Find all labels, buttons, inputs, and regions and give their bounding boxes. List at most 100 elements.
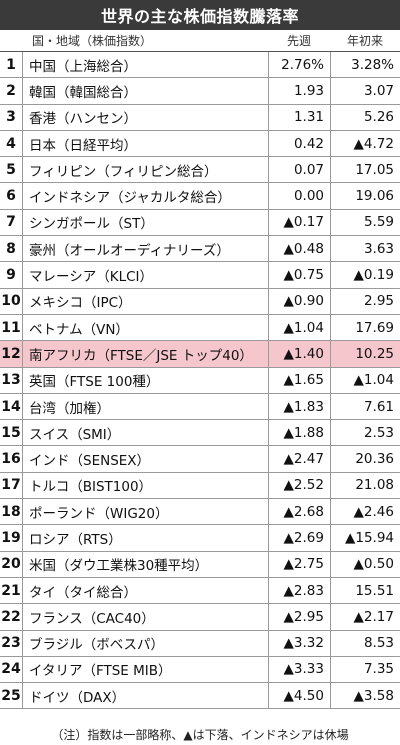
ytd-change-cell: 7.61 — [330, 393, 400, 420]
week-change-cell: ▲4.50 — [268, 683, 330, 709]
ytd-change-cell: 2.95 — [330, 288, 400, 314]
country-index-cell: メキシコ（IPC） — [22, 288, 268, 314]
country-index-cell: インドネシア（ジャカルタ総合） — [22, 183, 268, 209]
ytd-change-cell: 17.69 — [330, 314, 400, 341]
ytd-change-cell: ▲4.72 — [330, 130, 400, 157]
table-row: 5 フィリピン（フィリピン総合） 0.07 17.05 — [0, 157, 400, 184]
country-index-cell: フィリピン（フィリピン総合） — [22, 157, 268, 183]
country-index-cell: ブラジル（ボベスパ） — [22, 630, 268, 656]
rank-cell: 18 — [1, 503, 21, 520]
rank-cell: 23 — [1, 635, 21, 652]
ytd-change-cell: 7.35 — [330, 656, 400, 683]
rank-cell: 15 — [1, 424, 21, 441]
ytd-change-cell: ▲2.46 — [330, 499, 400, 525]
rank-cell: 20 — [1, 556, 21, 573]
week-change-cell: ▲2.52 — [268, 472, 330, 499]
ytd-change-cell: 10.25 — [330, 341, 400, 367]
week-change-cell: 0.07 — [268, 157, 330, 183]
country-index-cell: ドイツ（DAX） — [22, 683, 268, 709]
country-index-cell: シンガポール（ST） — [22, 209, 268, 236]
table-row: 15 スイス（SMI） ▲1.88 2.53 — [0, 420, 400, 447]
week-change-cell: ▲2.83 — [268, 577, 330, 604]
week-change-cell: 1.31 — [268, 104, 330, 130]
country-index-cell: ロシア（RTS） — [22, 525, 268, 551]
table-row: 13 英国（FTSE 100種） ▲1.65 ▲1.04 — [0, 367, 400, 394]
rank-cell: 10 — [1, 293, 21, 310]
country-index-cell: 日本（日経平均） — [22, 130, 268, 157]
week-change-cell: 0.42 — [268, 130, 330, 157]
country-index-cell: イタリア（FTSE MIB） — [22, 656, 268, 683]
table-row: 4 日本（日経平均） 0.42 ▲4.72 — [0, 130, 400, 158]
country-index-cell: 英国（FTSE 100種） — [22, 367, 268, 393]
week-change-cell: 1.93 — [268, 78, 330, 104]
ytd-change-cell: 3.28% — [330, 52, 400, 78]
rank-cell: 3 — [6, 109, 16, 126]
ytd-change-cell: 15.51 — [330, 577, 400, 604]
country-index-cell: ポーランド（WIG20） — [22, 499, 268, 525]
ytd-change-cell: 20.36 — [330, 446, 400, 472]
rank-cell: 19 — [1, 529, 21, 546]
week-change-cell: ▲2.47 — [268, 446, 330, 472]
ytd-change-cell: 19.06 — [330, 183, 400, 209]
rank-cell: 21 — [1, 582, 21, 599]
table-row: 12 南アフリカ（FTSE／JSE トップ40） ▲1.40 10.25 — [0, 341, 400, 368]
page-title: 世界の主な株価指数騰落率 — [0, 0, 400, 30]
ytd-change-cell: ▲1.04 — [330, 367, 400, 393]
table-row: 18 ポーランド（WIG20） ▲2.68 ▲2.46 — [0, 499, 400, 526]
week-change-cell: 0.00 — [268, 183, 330, 209]
country-index-cell: 台湾（加権） — [22, 393, 268, 420]
table-row: 6 インドネシア（ジャカルタ総合） 0.00 19.06 — [0, 183, 400, 210]
week-change-cell: ▲1.65 — [268, 367, 330, 393]
rank-cell: 25 — [1, 687, 21, 704]
table-row: 1 中国（上海総合） 2.76% 3.28% — [0, 52, 400, 79]
country-index-cell: 南アフリカ（FTSE／JSE トップ40） — [22, 341, 268, 367]
ytd-change-cell: ▲3.58 — [330, 683, 400, 709]
table-header: 国・地域（株価指数） 先週 年初来 — [0, 30, 400, 52]
week-change-cell: ▲2.95 — [268, 604, 330, 630]
week-change-cell: ▲0.48 — [268, 236, 330, 262]
ytd-change-cell: ▲0.50 — [330, 551, 400, 577]
rank-cell: 2 — [6, 82, 16, 99]
table-row: 10 メキシコ（IPC） ▲0.90 2.95 — [0, 288, 400, 315]
footnote: （注）指数は一部略称、▲は下落、インドネシアは休場 — [0, 723, 400, 745]
rank-cell: 7 — [6, 214, 16, 231]
ytd-change-cell: 21.08 — [330, 472, 400, 499]
ytd-change-cell: 5.26 — [330, 104, 400, 130]
table-row: 22 フランス（CAC40） ▲2.95 ▲2.17 — [0, 604, 400, 631]
table-row: 9 マレーシア（KLCI） ▲0.75 ▲0.19 — [0, 262, 400, 289]
ytd-change-cell: ▲2.17 — [330, 604, 400, 630]
country-index-cell: ベトナム（VN） — [22, 314, 268, 341]
week-change-cell: ▲2.68 — [268, 499, 330, 525]
table-row: 23 ブラジル（ボベスパ） ▲3.32 8.53 — [0, 630, 400, 657]
rank-cell: 5 — [6, 161, 16, 178]
ytd-change-cell: 2.53 — [330, 420, 400, 446]
week-change-cell: ▲0.75 — [268, 262, 330, 288]
week-change-cell: ▲3.32 — [268, 630, 330, 656]
table-row: 24 イタリア（FTSE MIB） ▲3.33 7.35 — [0, 656, 400, 684]
week-change-cell: ▲1.83 — [268, 393, 330, 420]
week-change-cell: ▲0.90 — [268, 288, 330, 314]
week-change-cell: ▲0.17 — [268, 209, 330, 236]
country-index-cell: 香港（ハンセン） — [22, 104, 268, 130]
country-index-cell: 中国（上海総合） — [22, 52, 268, 78]
rank-cell: 22 — [1, 608, 21, 625]
table-row: 17 トルコ（BIST100） ▲2.52 21.08 — [0, 472, 400, 500]
table-row: 25 ドイツ（DAX） ▲4.50 ▲3.58 — [0, 683, 400, 710]
country-index-cell: タイ（タイ総合） — [22, 577, 268, 604]
country-index-cell: インド（SENSEX） — [22, 446, 268, 472]
rank-cell: 13 — [1, 372, 21, 389]
week-change-cell: ▲2.75 — [268, 551, 330, 577]
ytd-change-cell: 3.07 — [330, 78, 400, 104]
table-row: 20 米国（ダウ工業株30種平均） ▲2.75 ▲0.50 — [0, 551, 400, 578]
table-row: 3 香港（ハンセン） 1.31 5.26 — [0, 104, 400, 131]
ytd-change-cell: 5.59 — [330, 209, 400, 236]
week-change-cell: 2.76% — [268, 52, 330, 78]
country-index-cell: マレーシア（KLCI） — [22, 262, 268, 288]
header-week: 先週 — [286, 34, 311, 48]
ytd-change-cell: 3.63 — [330, 236, 400, 262]
table-row: 8 豪州（オールオーディナリーズ） ▲0.48 3.63 — [0, 236, 400, 263]
ytd-change-cell: ▲15.94 — [330, 525, 400, 551]
country-index-cell: スイス（SMI） — [22, 420, 268, 446]
rank-cell: 16 — [1, 451, 21, 468]
table-row: 21 タイ（タイ総合） ▲2.83 15.51 — [0, 577, 400, 605]
